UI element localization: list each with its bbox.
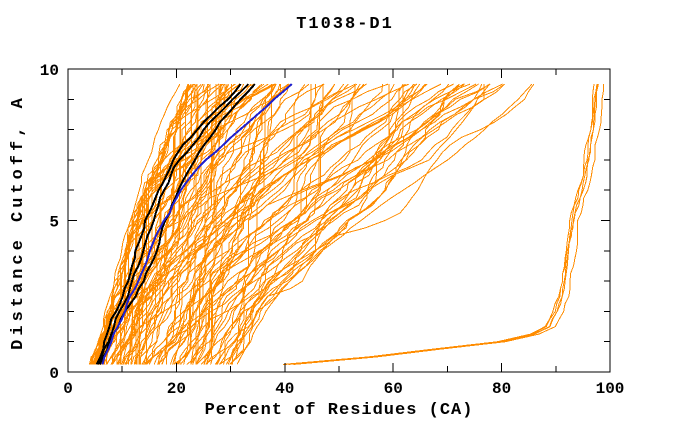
reference-model-curve bbox=[101, 83, 293, 365]
x-tick-label-40: 40 bbox=[275, 380, 294, 398]
x-tick-label-60: 60 bbox=[384, 380, 403, 398]
x-tick-label-20: 20 bbox=[167, 380, 186, 398]
x-tick-label-100: 100 bbox=[596, 380, 625, 398]
x-tick-label-80: 80 bbox=[492, 380, 511, 398]
x-tick-label-0: 0 bbox=[63, 380, 73, 398]
chart-title: T1038-D1 bbox=[296, 15, 394, 34]
plot-frame bbox=[67, 68, 611, 373]
outlier-curves bbox=[91, 83, 604, 365]
y-tick-label-0: 0 bbox=[49, 365, 59, 383]
y-tick-label-5: 5 bbox=[49, 214, 59, 232]
y-axis-label: Distance Cutoff, A bbox=[9, 94, 28, 350]
tick-labels: 0 20 40 60 80 100 0 5 10 bbox=[40, 62, 625, 398]
x-axis-label: Percent of Residues (CA) bbox=[205, 401, 474, 420]
y-tick-label-10: 10 bbox=[40, 62, 59, 80]
